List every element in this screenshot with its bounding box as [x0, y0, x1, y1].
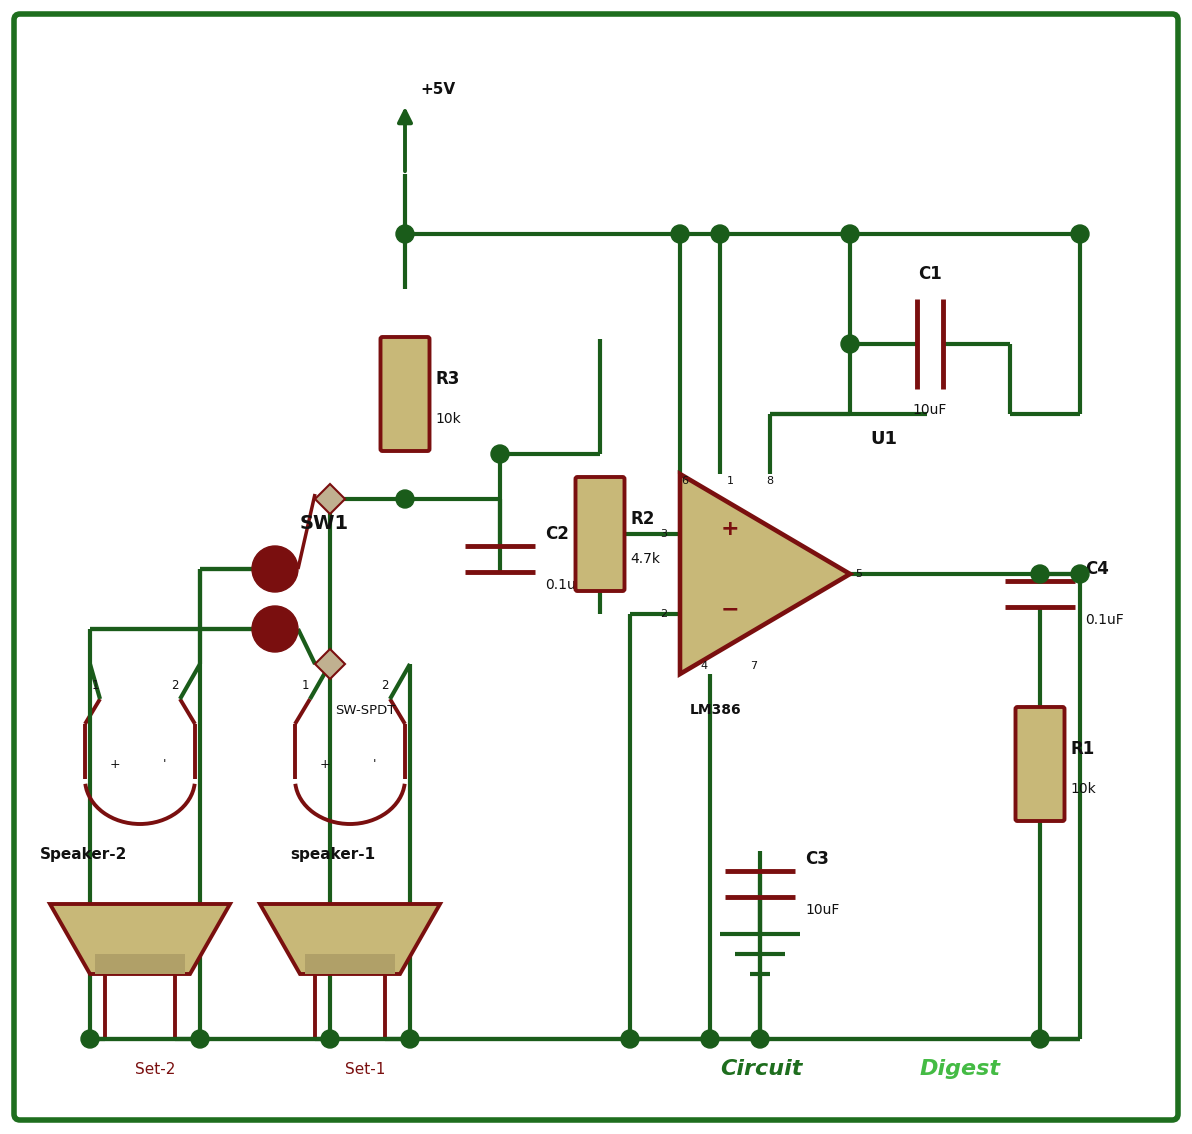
Text: SW1: SW1: [300, 514, 349, 533]
Circle shape: [401, 1030, 420, 1048]
Text: 5: 5: [855, 569, 862, 579]
Text: 10k: 10k: [1070, 782, 1097, 796]
Circle shape: [491, 445, 509, 463]
Text: Speaker-2: Speaker-2: [41, 847, 128, 862]
Text: Set-2: Set-2: [135, 1063, 175, 1077]
FancyBboxPatch shape: [95, 954, 185, 974]
Circle shape: [671, 225, 689, 243]
Text: LM386: LM386: [690, 703, 741, 717]
Polygon shape: [315, 484, 344, 514]
Text: 10uF: 10uF: [805, 903, 839, 917]
Circle shape: [321, 1030, 339, 1048]
Text: 2: 2: [172, 679, 179, 692]
FancyBboxPatch shape: [380, 337, 429, 451]
Text: 1: 1: [92, 679, 99, 692]
Text: R2: R2: [631, 510, 654, 528]
Text: 6: 6: [682, 476, 689, 486]
FancyBboxPatch shape: [14, 14, 1178, 1120]
Text: 1: 1: [726, 476, 733, 486]
Text: R3: R3: [435, 370, 460, 388]
Text: 0.1uF: 0.1uF: [1085, 613, 1124, 627]
Circle shape: [701, 1030, 719, 1048]
Polygon shape: [260, 904, 440, 974]
Text: 1: 1: [302, 679, 309, 692]
Text: 10k: 10k: [435, 412, 461, 426]
Circle shape: [621, 1030, 639, 1048]
Text: +5V: +5V: [420, 82, 455, 98]
Circle shape: [191, 1030, 209, 1048]
Polygon shape: [679, 474, 850, 674]
Text: 3: 3: [660, 528, 668, 539]
Text: 4: 4: [700, 661, 707, 671]
Text: C3: C3: [805, 850, 828, 868]
Text: Set-1: Set-1: [344, 1063, 385, 1077]
Circle shape: [842, 335, 859, 353]
Circle shape: [1070, 225, 1089, 243]
Circle shape: [751, 1030, 769, 1048]
Text: 10uF: 10uF: [913, 403, 948, 417]
Circle shape: [842, 225, 859, 243]
Circle shape: [710, 225, 730, 243]
Text: 2: 2: [660, 609, 668, 619]
Text: C2: C2: [545, 525, 569, 543]
Circle shape: [1031, 1030, 1049, 1048]
Polygon shape: [50, 904, 230, 974]
Polygon shape: [315, 649, 344, 679]
FancyBboxPatch shape: [305, 954, 395, 974]
Text: +: +: [319, 758, 330, 770]
Text: C1: C1: [918, 265, 942, 284]
Text: 2: 2: [381, 679, 389, 692]
Text: 0.1uF: 0.1uF: [545, 578, 584, 592]
Text: −: −: [721, 599, 739, 619]
Text: ': ': [163, 758, 167, 770]
Text: R1: R1: [1070, 741, 1094, 758]
Text: U1: U1: [870, 430, 898, 448]
Circle shape: [81, 1030, 99, 1048]
Text: ': ': [373, 758, 377, 770]
Text: 4.7k: 4.7k: [631, 552, 660, 566]
Text: +: +: [721, 519, 739, 539]
Text: Digest: Digest: [920, 1059, 1001, 1078]
Circle shape: [252, 545, 298, 592]
Text: SW-SPDT: SW-SPDT: [335, 704, 396, 717]
Circle shape: [1070, 565, 1089, 583]
Circle shape: [252, 606, 298, 652]
Circle shape: [396, 225, 414, 243]
Text: 8: 8: [766, 476, 774, 486]
Text: C4: C4: [1085, 560, 1109, 578]
Text: Circuit: Circuit: [720, 1059, 802, 1078]
FancyBboxPatch shape: [1016, 706, 1064, 821]
Circle shape: [396, 490, 414, 508]
Text: 7: 7: [750, 661, 757, 671]
Text: +: +: [110, 758, 120, 770]
Circle shape: [1031, 565, 1049, 583]
Text: speaker-1: speaker-1: [290, 847, 375, 862]
FancyBboxPatch shape: [576, 477, 625, 591]
